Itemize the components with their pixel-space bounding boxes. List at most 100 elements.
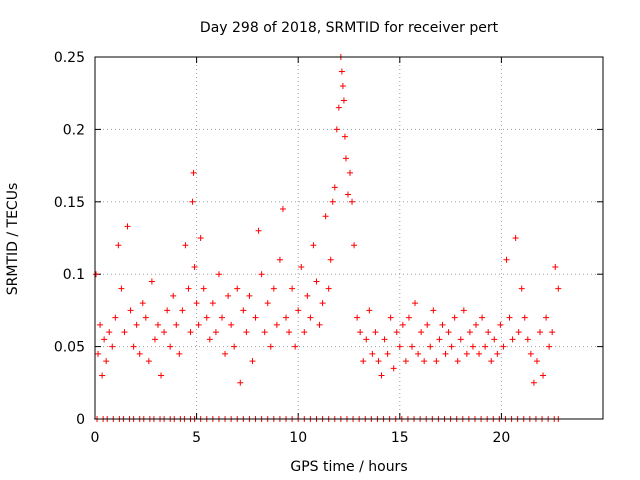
chart-title: Day 298 of 2018, SRMTID for receiver per… (200, 20, 499, 36)
data-point (124, 223, 131, 230)
data-point (476, 350, 483, 357)
data-point (408, 343, 415, 350)
data-point (351, 242, 358, 249)
data-point (101, 336, 108, 343)
data-point (430, 307, 437, 314)
data-point (552, 263, 559, 270)
x-tick-label: 5 (192, 430, 201, 446)
data-point (524, 336, 531, 343)
data-point (439, 321, 446, 328)
data-point (313, 278, 320, 285)
data-point (258, 271, 265, 278)
data-point (325, 285, 332, 292)
data-point (375, 358, 382, 365)
data-point (93, 271, 100, 278)
data-point (333, 126, 340, 133)
x-tick-label: 10 (289, 430, 307, 446)
data-point (424, 321, 431, 328)
data-point (219, 314, 225, 321)
data-point (415, 350, 422, 357)
data-point (130, 343, 137, 350)
data-point (357, 329, 364, 336)
data-point (329, 198, 336, 205)
data-point (286, 329, 293, 336)
data-point (298, 263, 305, 270)
data-point (469, 343, 476, 350)
data-point (533, 358, 540, 365)
data-point (154, 321, 161, 328)
x-axis-label: GPS time / hours (290, 459, 407, 475)
data-point (187, 329, 194, 336)
data-point (243, 329, 250, 336)
data-point (393, 329, 400, 336)
data-point (289, 285, 296, 292)
data-point (173, 321, 180, 328)
y-tick-label: 0.1 (63, 267, 85, 283)
data-point (212, 329, 219, 336)
data-point (451, 314, 458, 321)
x-tick-label: 20 (492, 430, 510, 446)
data-point (399, 321, 406, 328)
data-point (304, 292, 311, 299)
data-point (369, 350, 376, 357)
data-point (109, 343, 116, 350)
data-point (95, 350, 102, 357)
y-axis-label: SRMTID / TECUs (5, 183, 21, 296)
data-point (127, 307, 134, 314)
data-point (491, 336, 498, 343)
y-tick-label: 0.05 (54, 340, 85, 356)
data-point (255, 227, 262, 234)
data-point (327, 256, 334, 263)
y-tick-label: 0.15 (54, 195, 85, 211)
data-point (145, 358, 152, 365)
data-point (503, 256, 510, 263)
data-point (412, 300, 419, 307)
data-point (237, 379, 244, 386)
data-point (372, 329, 379, 336)
data-point (215, 271, 222, 278)
data-point (193, 300, 200, 307)
data-point (170, 292, 177, 299)
data-point (494, 350, 501, 357)
data-point (261, 329, 268, 336)
data-point (341, 133, 348, 140)
data-point (384, 350, 391, 357)
data-point (488, 358, 495, 365)
data-point (234, 285, 241, 292)
data-point (521, 314, 528, 321)
data-point (340, 97, 347, 104)
data-point (139, 300, 146, 307)
data-point (97, 321, 104, 328)
data-point (283, 314, 290, 321)
grid-lines (95, 57, 603, 419)
data-point (527, 350, 534, 357)
data-point (390, 365, 397, 372)
data-point (530, 379, 537, 386)
data-point (433, 358, 440, 365)
data-point (537, 329, 544, 336)
data-point (142, 314, 149, 321)
data-point (466, 329, 473, 336)
data-point (347, 169, 354, 176)
data-point (273, 321, 280, 328)
data-point (339, 82, 346, 89)
data-point (555, 285, 562, 292)
data-point (151, 336, 158, 343)
data-point (197, 235, 204, 241)
data-point (276, 256, 283, 263)
data-point (366, 307, 373, 314)
data-point (460, 307, 467, 314)
data-point (445, 329, 452, 336)
data-point (473, 321, 479, 328)
data-point (457, 336, 464, 343)
data-point (506, 314, 513, 321)
data-point (249, 358, 256, 365)
data-point (360, 358, 367, 365)
data-point (515, 329, 522, 336)
data-point (228, 321, 235, 328)
data-point (267, 343, 274, 350)
data-point (252, 314, 259, 321)
data-point (378, 372, 385, 379)
data-point (190, 169, 197, 176)
data-point (497, 321, 504, 328)
